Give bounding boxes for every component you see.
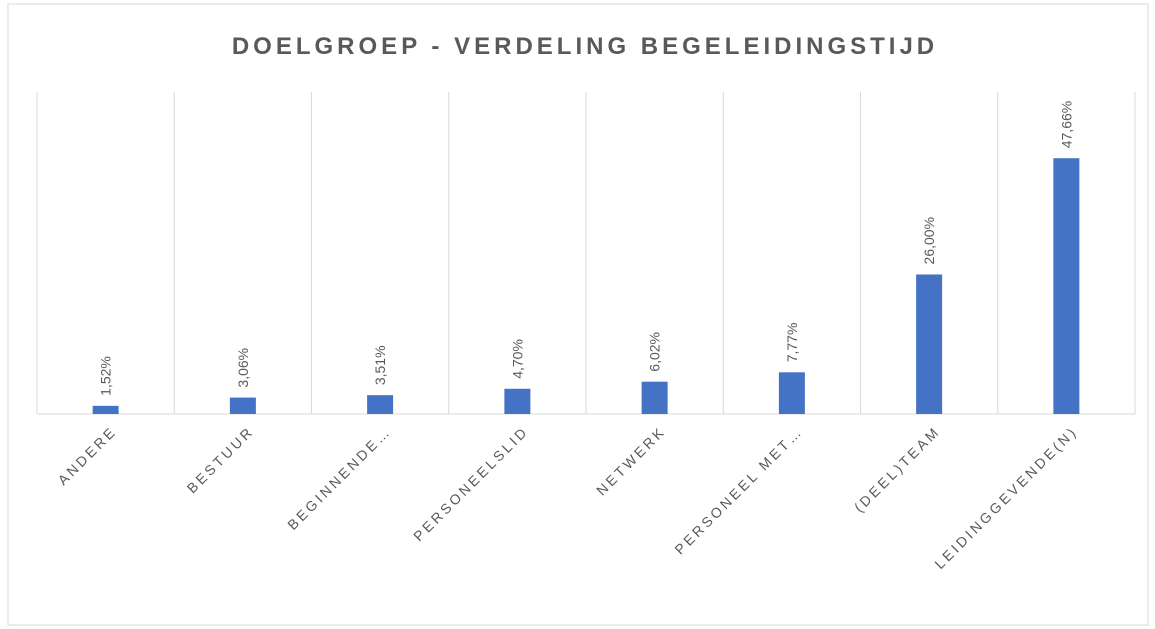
bar bbox=[1053, 158, 1080, 414]
bar bbox=[778, 372, 805, 414]
bar bbox=[367, 395, 394, 414]
bar bbox=[504, 388, 531, 414]
value-label: 26,00% bbox=[921, 217, 937, 264]
value-label: 7,77% bbox=[784, 323, 800, 363]
bar bbox=[92, 405, 119, 414]
value-label: 1,52% bbox=[98, 356, 114, 396]
value-label: 4,70% bbox=[509, 339, 525, 379]
bar bbox=[229, 397, 256, 414]
value-label: 47,66% bbox=[1058, 101, 1074, 148]
bar bbox=[916, 274, 943, 414]
value-label: 3,51% bbox=[372, 345, 388, 385]
chart-title: DOELGROEP - VERDELING BEGELEIDINGSTIJD bbox=[232, 33, 938, 60]
value-label: 6,02% bbox=[647, 332, 663, 372]
value-label: 3,06% bbox=[235, 348, 251, 388]
bar bbox=[641, 381, 668, 414]
chart-frame bbox=[7, 3, 1149, 626]
